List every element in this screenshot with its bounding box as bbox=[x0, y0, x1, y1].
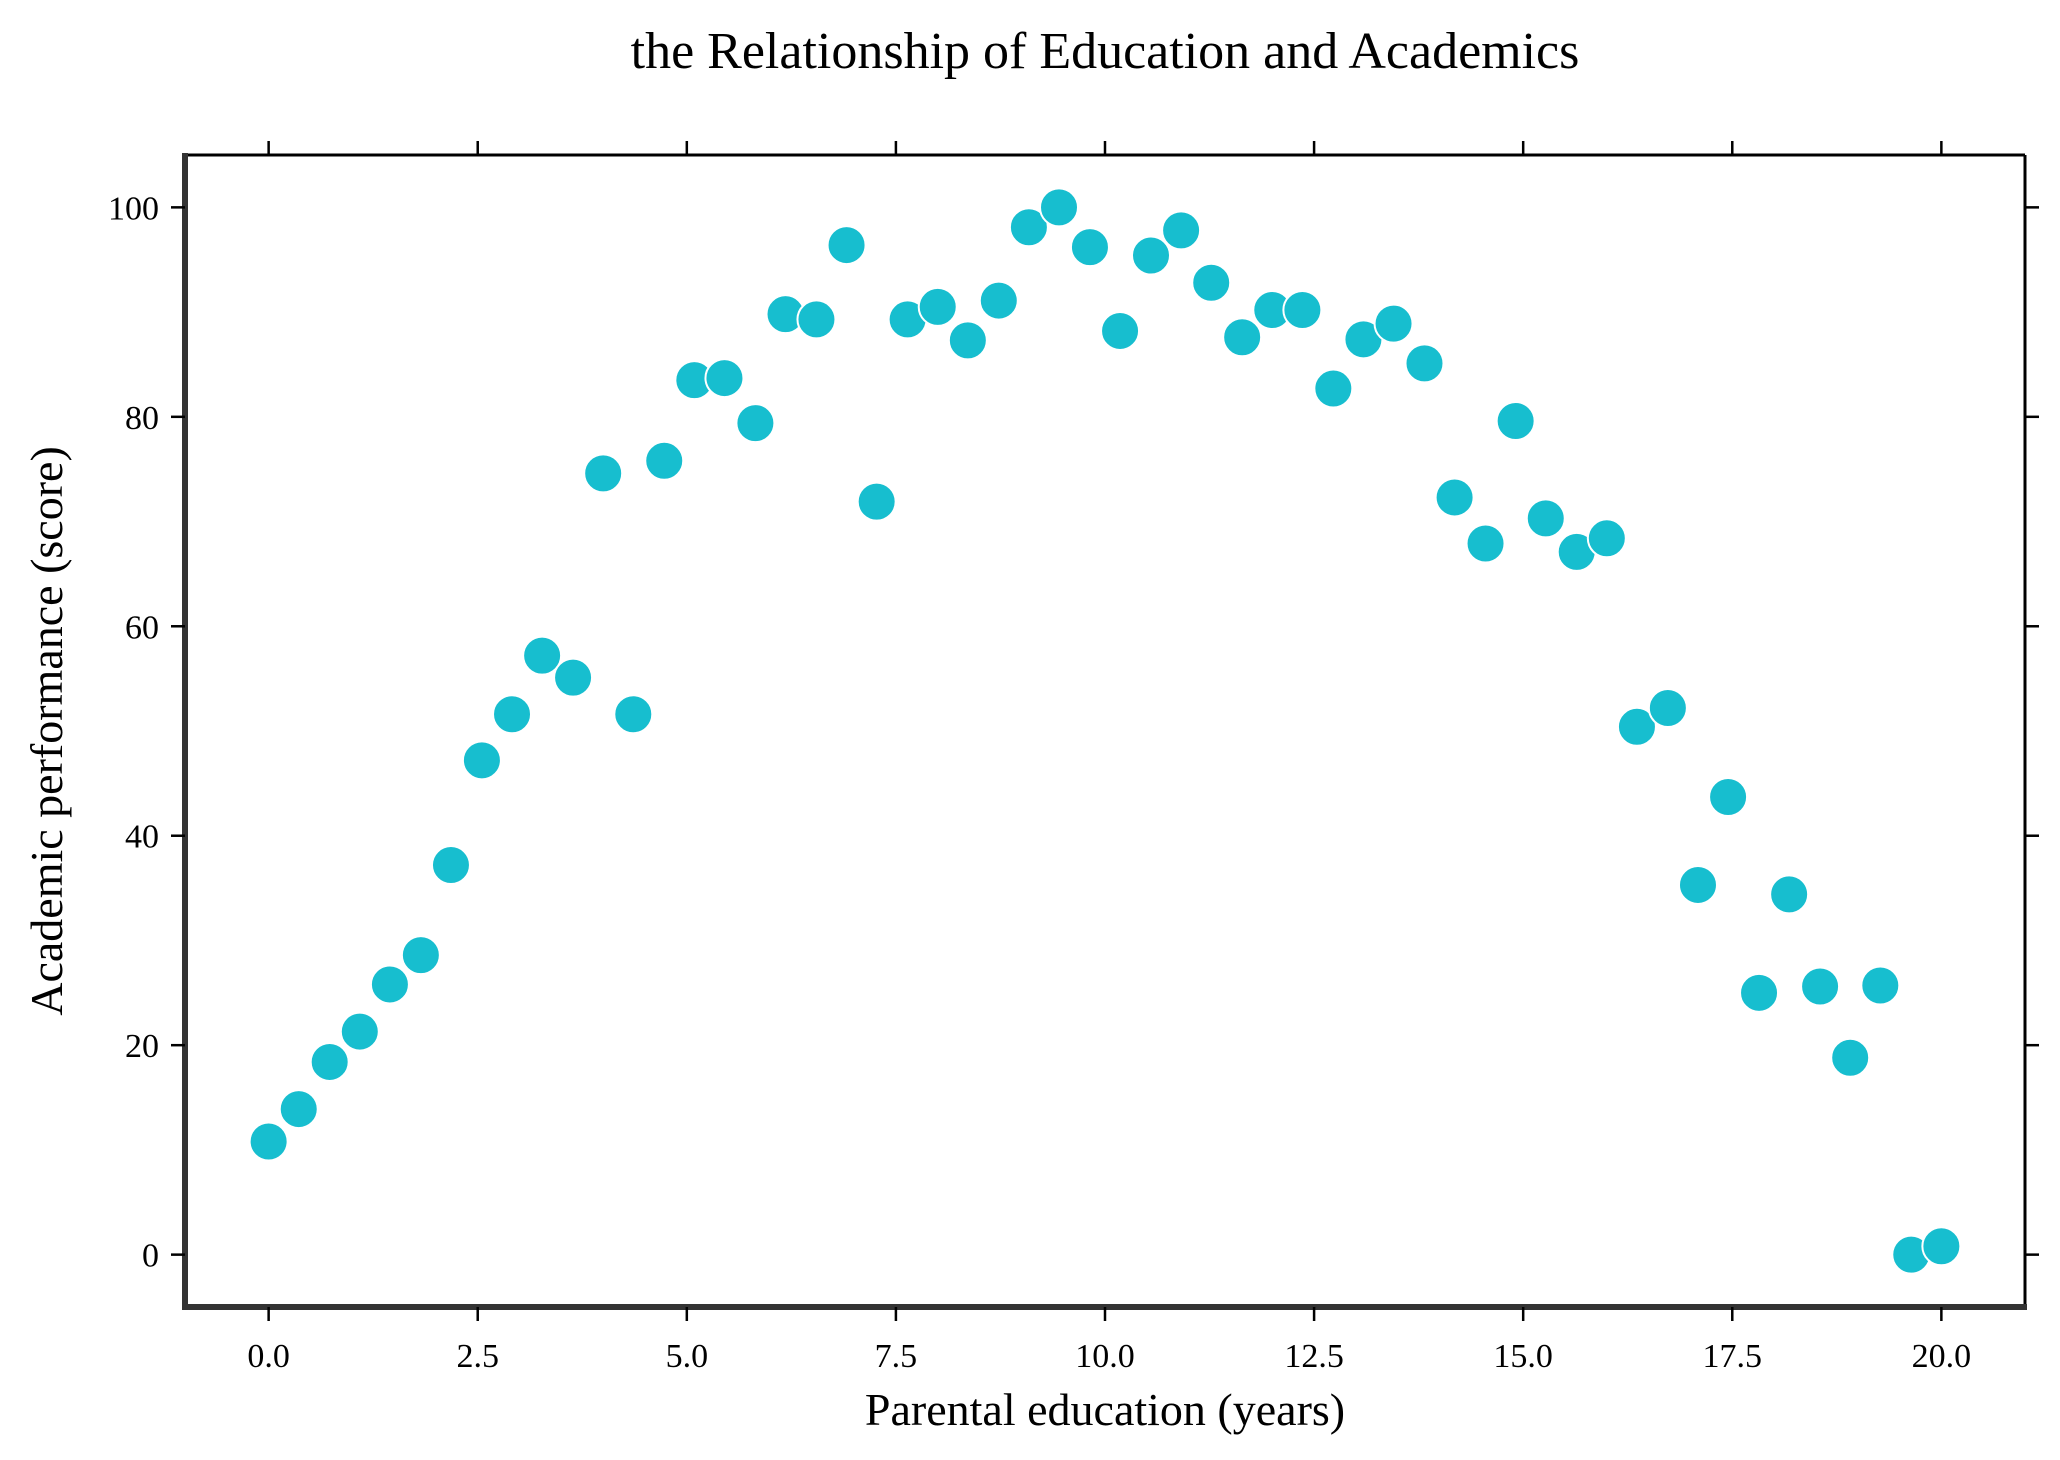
x-tick-label: 7.5 bbox=[875, 1338, 918, 1375]
x-tick-label: 5.0 bbox=[666, 1338, 709, 1375]
x-tick-label: 0.0 bbox=[247, 1338, 290, 1375]
y-tick-label: 0 bbox=[142, 1238, 159, 1275]
x-axis-ticks: 0.0 2.5 5.0 7.5 10.0 12.5 15.0 17.5 20.0 bbox=[247, 141, 1971, 1375]
data-point bbox=[1161, 210, 1202, 251]
data-points bbox=[248, 187, 1962, 1275]
data-point bbox=[1069, 227, 1110, 268]
data-point bbox=[461, 740, 502, 781]
data-point bbox=[1373, 303, 1414, 344]
data-point bbox=[1222, 317, 1263, 358]
data-point bbox=[278, 1089, 319, 1130]
x-tick-label: 2.5 bbox=[456, 1338, 499, 1375]
y-axis-ticks: 0 20 40 60 80 100 bbox=[108, 190, 2039, 1275]
x-tick-label: 12.5 bbox=[1284, 1338, 1344, 1375]
data-point bbox=[1039, 187, 1079, 228]
data-point bbox=[400, 935, 441, 976]
data-point bbox=[1495, 401, 1536, 442]
y-tick-label: 20 bbox=[125, 1028, 159, 1065]
data-point bbox=[339, 1011, 380, 1052]
data-point bbox=[248, 1121, 289, 1162]
data-point bbox=[1800, 966, 1841, 1007]
y-axis-label: Academic performance (score) bbox=[21, 446, 72, 1016]
data-point bbox=[978, 280, 1019, 321]
x-tick-label: 20.0 bbox=[1912, 1338, 1972, 1375]
data-point bbox=[704, 358, 745, 399]
data-point bbox=[644, 440, 685, 481]
data-point bbox=[492, 694, 533, 735]
x-tick-label: 10.0 bbox=[1075, 1338, 1135, 1375]
data-point bbox=[1647, 687, 1688, 728]
y-tick-label: 60 bbox=[125, 609, 159, 646]
plot-background bbox=[185, 155, 2025, 1307]
data-point bbox=[917, 286, 958, 327]
y-tick-label: 80 bbox=[125, 400, 159, 437]
data-point bbox=[1131, 235, 1171, 276]
data-point bbox=[1708, 776, 1749, 817]
y-tick-label: 40 bbox=[125, 819, 159, 856]
data-point bbox=[1100, 310, 1141, 351]
data-point bbox=[309, 1041, 350, 1082]
data-point bbox=[826, 225, 867, 266]
data-point bbox=[1616, 706, 1657, 747]
data-point bbox=[796, 299, 837, 340]
x-tick-label: 15.0 bbox=[1493, 1338, 1553, 1375]
data-point bbox=[613, 694, 654, 735]
data-point bbox=[583, 453, 624, 494]
data-point bbox=[1769, 874, 1810, 915]
data-point bbox=[1434, 477, 1475, 518]
data-point bbox=[1525, 498, 1566, 539]
x-axis-label: Parental education (years) bbox=[865, 1384, 1345, 1435]
data-point bbox=[1921, 1226, 1962, 1267]
data-point bbox=[1830, 1037, 1871, 1078]
data-point bbox=[1404, 343, 1445, 384]
data-point bbox=[1586, 518, 1627, 559]
data-point bbox=[1860, 965, 1901, 1006]
data-point bbox=[1008, 207, 1049, 248]
data-point bbox=[1191, 262, 1232, 303]
y-tick-label: 100 bbox=[108, 190, 159, 227]
data-point bbox=[522, 635, 563, 676]
data-point bbox=[553, 657, 594, 698]
data-point bbox=[735, 403, 776, 444]
data-point bbox=[1465, 523, 1506, 564]
data-point bbox=[1282, 289, 1323, 330]
data-point bbox=[430, 845, 471, 886]
data-point bbox=[947, 320, 988, 361]
data-point bbox=[1313, 368, 1354, 409]
x-tick-label: 17.5 bbox=[1703, 1338, 1763, 1375]
data-point bbox=[856, 481, 897, 522]
chart-title: the Relationship of Education and Academ… bbox=[631, 23, 1580, 80]
data-point bbox=[1739, 972, 1780, 1013]
data-point bbox=[369, 964, 410, 1005]
data-point bbox=[1677, 864, 1718, 905]
plot-frame bbox=[182, 153, 2027, 1310]
